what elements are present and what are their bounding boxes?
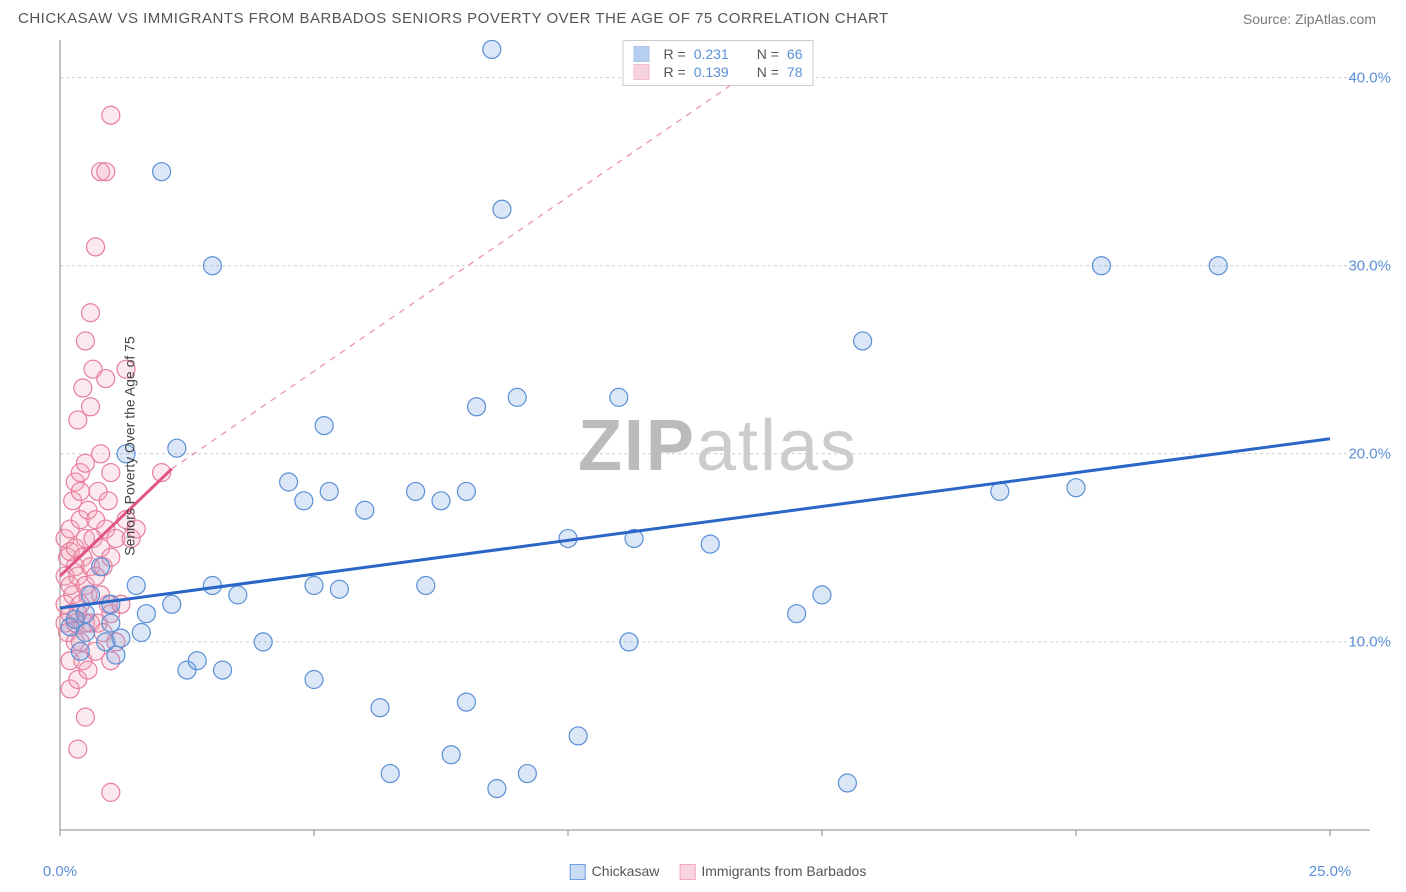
y-tick-label: 10.0% <box>1348 633 1391 650</box>
data-point <box>254 633 272 651</box>
correlation-legend: R = 0.231N = 66R = 0.139N = 78 <box>623 40 814 86</box>
data-point <box>87 238 105 256</box>
data-point <box>569 727 587 745</box>
data-point <box>457 482 475 500</box>
data-point <box>442 746 460 764</box>
data-point <box>229 586 247 604</box>
correlation-row: R = 0.231N = 66 <box>634 45 803 63</box>
data-point <box>417 576 435 594</box>
data-point <box>295 492 313 510</box>
y-axis-label: Seniors Poverty Over the Age of 75 <box>122 336 138 555</box>
data-point <box>483 40 501 58</box>
data-point <box>518 765 536 783</box>
data-point <box>280 473 298 491</box>
data-point <box>468 398 486 416</box>
data-point <box>81 586 99 604</box>
data-point <box>163 595 181 613</box>
y-tick-label: 40.0% <box>1348 69 1391 86</box>
trend-line <box>60 439 1330 608</box>
legend-item: Chickasaw <box>570 863 660 880</box>
source-credit: Source: ZipAtlas.com <box>1243 11 1376 27</box>
data-point <box>76 624 94 642</box>
data-point <box>432 492 450 510</box>
data-point <box>71 482 89 500</box>
data-point <box>81 398 99 416</box>
chart-title: CHICKASAW VS IMMIGRANTS FROM BARBADOS SE… <box>18 10 889 27</box>
data-point <box>457 693 475 711</box>
x-tick-label: 0.0% <box>43 863 77 880</box>
legend-swatch <box>634 46 650 62</box>
source-link[interactable]: ZipAtlas.com <box>1295 11 1376 27</box>
data-point <box>493 200 511 218</box>
data-point <box>97 163 115 181</box>
data-point <box>508 388 526 406</box>
data-point <box>112 629 130 647</box>
data-point <box>74 379 92 397</box>
data-point <box>315 417 333 435</box>
data-point <box>838 774 856 792</box>
data-point <box>81 304 99 322</box>
data-point <box>137 605 155 623</box>
data-point <box>407 482 425 500</box>
data-point <box>92 558 110 576</box>
data-point <box>188 652 206 670</box>
legend-swatch <box>634 64 650 80</box>
data-point <box>76 605 94 623</box>
data-point <box>1067 479 1085 497</box>
data-point <box>102 464 120 482</box>
data-point <box>76 332 94 350</box>
data-point <box>381 765 399 783</box>
data-point <box>1092 257 1110 275</box>
data-point <box>203 257 221 275</box>
data-point <box>320 482 338 500</box>
chart-header: CHICKASAW VS IMMIGRANTS FROM BARBADOS SE… <box>0 0 1406 35</box>
data-point <box>813 586 831 604</box>
data-point <box>1209 257 1227 275</box>
y-tick-label: 20.0% <box>1348 445 1391 462</box>
data-point <box>97 370 115 388</box>
data-point <box>99 492 117 510</box>
data-point <box>305 576 323 594</box>
data-point <box>356 501 374 519</box>
data-point <box>76 708 94 726</box>
data-point <box>107 646 125 664</box>
data-point <box>330 580 348 598</box>
data-point <box>132 624 150 642</box>
data-point <box>92 445 110 463</box>
chart-area: Seniors Poverty Over the Age of 75 ZIPat… <box>50 40 1386 852</box>
data-point <box>102 106 120 124</box>
series-legend: Chickasaw Immigrants from Barbados <box>570 863 867 880</box>
data-point <box>305 671 323 689</box>
data-point <box>168 439 186 457</box>
data-point <box>102 783 120 801</box>
data-point <box>69 740 87 758</box>
scatter-plot <box>50 40 1386 852</box>
data-point <box>79 661 97 679</box>
data-point <box>701 535 719 553</box>
data-point <box>153 163 171 181</box>
data-point <box>854 332 872 350</box>
data-point <box>788 605 806 623</box>
data-point <box>488 780 506 798</box>
data-point <box>102 595 120 613</box>
data-point <box>620 633 638 651</box>
data-point <box>71 642 89 660</box>
x-tick-label: 25.0% <box>1309 863 1352 880</box>
y-tick-label: 30.0% <box>1348 257 1391 274</box>
correlation-row: R = 0.139N = 78 <box>634 63 803 81</box>
legend-swatch <box>679 864 695 880</box>
legend-swatch <box>570 864 586 880</box>
data-point <box>127 576 145 594</box>
data-point <box>371 699 389 717</box>
data-point <box>214 661 232 679</box>
legend-item: Immigrants from Barbados <box>679 863 866 880</box>
data-point <box>610 388 628 406</box>
